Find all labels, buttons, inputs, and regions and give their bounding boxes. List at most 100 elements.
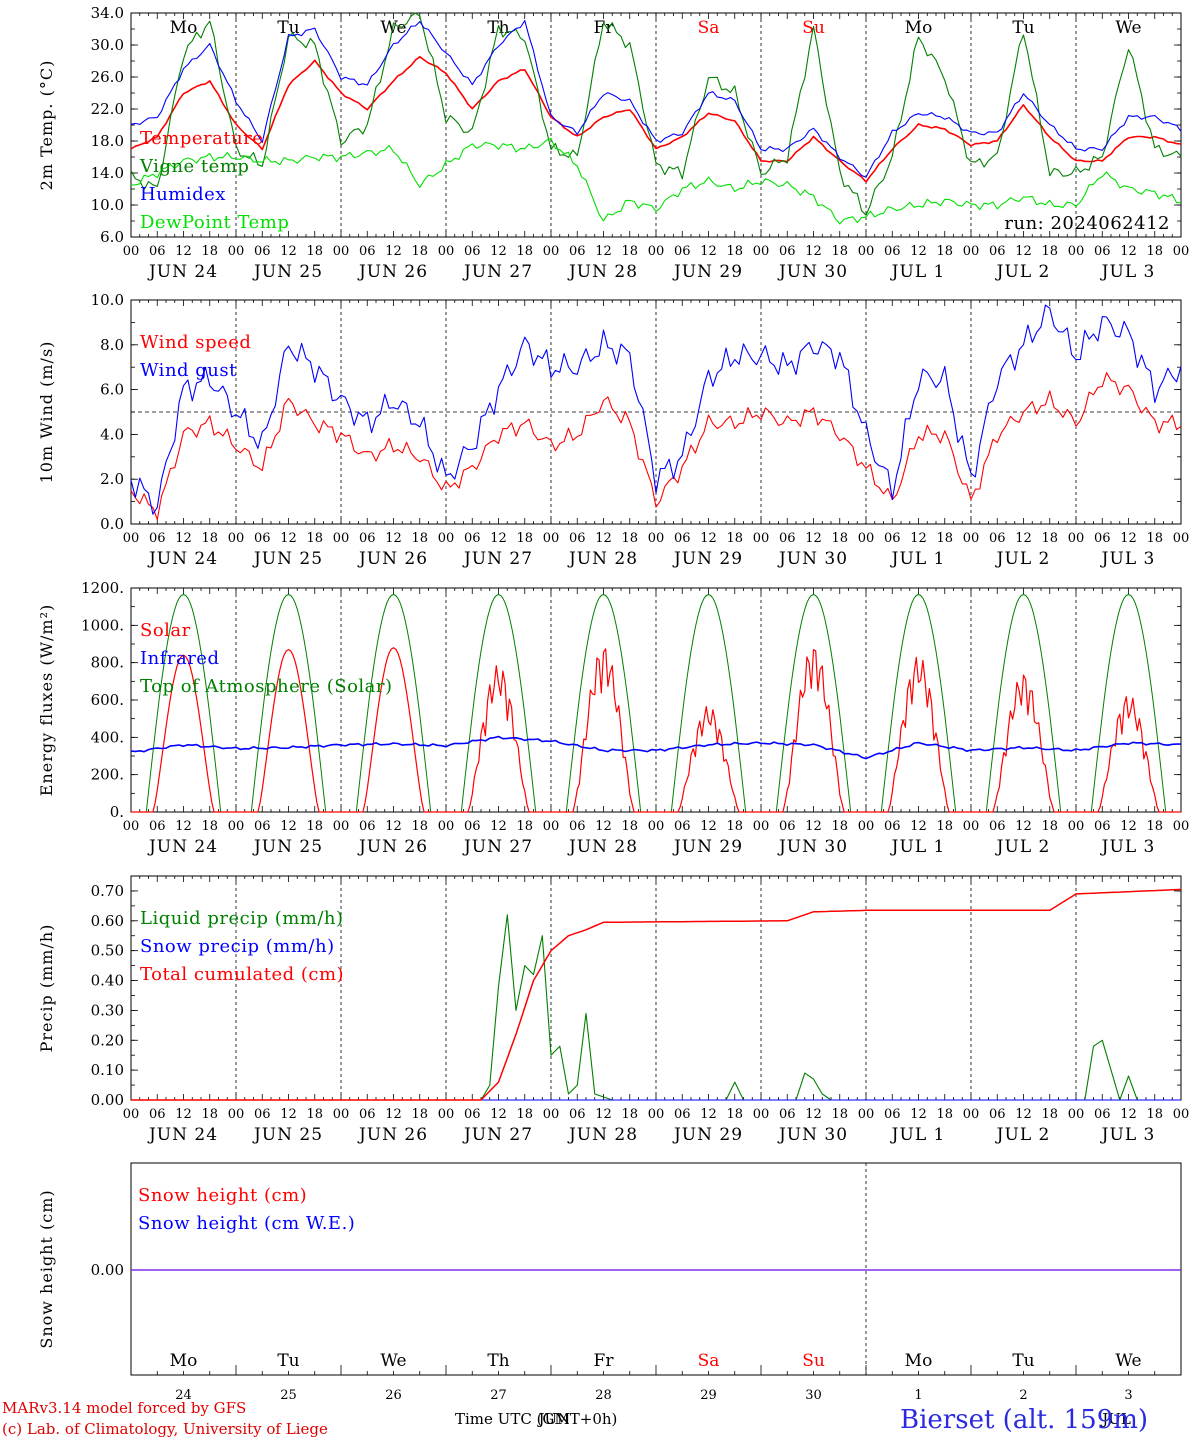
legend-snowwe: Snow height (cm W.E.) bbox=[138, 1213, 355, 1234]
hour-label: 12 bbox=[595, 531, 612, 546]
hour-label: 06 bbox=[779, 819, 796, 834]
hour-label: 18 bbox=[831, 819, 848, 834]
day-number: 2 bbox=[1019, 1388, 1027, 1403]
y-tick-label: 600. bbox=[91, 691, 124, 709]
hour-label: 12 bbox=[595, 819, 612, 834]
y-axis-label: 10m Wind (m/s) bbox=[37, 341, 56, 484]
run-label: run: 2024062412 bbox=[1004, 213, 1170, 234]
hour-label: 06 bbox=[884, 1107, 901, 1122]
y-tick-label: 200. bbox=[91, 766, 124, 784]
hour-label: 06 bbox=[359, 244, 376, 259]
y-tick-label: 6.0 bbox=[100, 228, 124, 246]
hour-label: 06 bbox=[254, 244, 271, 259]
y-tick-label: 10.0 bbox=[91, 196, 124, 214]
hour-label: 18 bbox=[1146, 244, 1163, 259]
y-tick-label: 34.0 bbox=[91, 4, 124, 22]
hour-label: 06 bbox=[1094, 531, 1111, 546]
day-number: 24 bbox=[175, 1388, 192, 1403]
station-label: Bierset (alt. 159m) bbox=[900, 1405, 1148, 1435]
legend-solar: Solar bbox=[140, 620, 191, 641]
hour-label: 18 bbox=[726, 244, 743, 259]
hour-label: 06 bbox=[1094, 1107, 1111, 1122]
hour-label: 06 bbox=[359, 819, 376, 834]
hour-label: 18 bbox=[306, 531, 323, 546]
y-axis-label: Energy fluxes (W/m²) bbox=[37, 604, 56, 797]
hour-label: 18 bbox=[516, 1107, 533, 1122]
hour-label: 06 bbox=[884, 819, 901, 834]
hour-label: 06 bbox=[464, 244, 481, 259]
hour-label: 12 bbox=[805, 1107, 822, 1122]
hour-label: 18 bbox=[726, 531, 743, 546]
legend-snowp: Snow precip (mm/h) bbox=[140, 936, 335, 957]
hour-label: 18 bbox=[621, 819, 638, 834]
date-label: JUN 28 bbox=[567, 837, 638, 857]
hour-label: 06 bbox=[569, 1107, 586, 1122]
y-tick-label: 26.0 bbox=[91, 68, 124, 86]
hour-label: 12 bbox=[805, 244, 822, 259]
day-name: Su bbox=[802, 1351, 825, 1371]
y-tick-label: 4.0 bbox=[100, 425, 124, 443]
y-axis-label: Snow height (cm) bbox=[37, 1189, 56, 1348]
date-label: JUN 30 bbox=[777, 549, 848, 569]
hour-label: 18 bbox=[306, 819, 323, 834]
day-name: Mo bbox=[170, 1351, 198, 1371]
hour-label: 18 bbox=[201, 1107, 218, 1122]
y-tick-label: 2.0 bbox=[100, 470, 124, 488]
hour-label: 12 bbox=[910, 244, 927, 259]
series-speed bbox=[130, 372, 1182, 521]
hour-label: 06 bbox=[989, 244, 1006, 259]
hour-label: 00 bbox=[543, 244, 560, 259]
date-label: JUN 29 bbox=[672, 1125, 743, 1145]
hour-label: 00 bbox=[543, 531, 560, 546]
hour-label: 12 bbox=[175, 1107, 192, 1122]
date-label: JUL 2 bbox=[995, 837, 1051, 857]
hour-label: 12 bbox=[805, 819, 822, 834]
hour-label: 18 bbox=[936, 1107, 953, 1122]
date-label: JUN 25 bbox=[252, 1125, 323, 1145]
date-label: JUN 29 bbox=[672, 549, 743, 569]
hour-label: 12 bbox=[1120, 1107, 1137, 1122]
date-label: JUL 2 bbox=[995, 549, 1051, 569]
series-solar bbox=[131, 647, 1181, 813]
date-label: JUN 24 bbox=[147, 549, 218, 569]
hour-label: 18 bbox=[411, 819, 428, 834]
legend-temperature: Temperature bbox=[140, 128, 263, 149]
day-name: Mo bbox=[170, 18, 198, 38]
day-name: Sa bbox=[698, 18, 720, 38]
day-name: We bbox=[1115, 18, 1141, 38]
hour-label: 00 bbox=[1068, 244, 1085, 259]
date-label: JUN 25 bbox=[252, 837, 323, 857]
day-name: Th bbox=[487, 18, 509, 38]
hour-label: 18 bbox=[1041, 531, 1058, 546]
hour-label: 00 bbox=[333, 531, 350, 546]
hour-label: 06 bbox=[884, 531, 901, 546]
day-name: We bbox=[380, 18, 406, 38]
date-label: JUN 27 bbox=[462, 549, 533, 569]
hour-label: 12 bbox=[385, 819, 402, 834]
hour-label: 06 bbox=[674, 531, 691, 546]
hour-label: 00 bbox=[753, 244, 770, 259]
date-label: JUL 2 bbox=[995, 262, 1051, 282]
hour-label: 18 bbox=[201, 531, 218, 546]
date-label: JUN 29 bbox=[672, 837, 743, 857]
hour-label: 06 bbox=[464, 819, 481, 834]
date-label: JUL 2 bbox=[995, 1125, 1051, 1145]
series-liquid bbox=[131, 914, 1181, 1101]
hour-label: 00 bbox=[1173, 244, 1190, 259]
hour-label: 18 bbox=[516, 244, 533, 259]
hour-label: 00 bbox=[858, 244, 875, 259]
y-tick-label: 800. bbox=[91, 654, 124, 672]
hour-label: 12 bbox=[910, 1107, 927, 1122]
y-tick-label: 400. bbox=[91, 728, 124, 746]
hour-label: 12 bbox=[1015, 819, 1032, 834]
hour-label: 00 bbox=[1173, 819, 1190, 834]
hour-label: 12 bbox=[175, 531, 192, 546]
hour-label: 00 bbox=[1068, 1107, 1085, 1122]
date-label: JUL 1 bbox=[890, 262, 946, 282]
hour-label: 06 bbox=[149, 531, 166, 546]
hour-label: 06 bbox=[779, 244, 796, 259]
hour-label: 12 bbox=[595, 1107, 612, 1122]
hour-label: 00 bbox=[753, 1107, 770, 1122]
day-name: Tu bbox=[277, 1351, 299, 1371]
hour-label: 12 bbox=[595, 244, 612, 259]
